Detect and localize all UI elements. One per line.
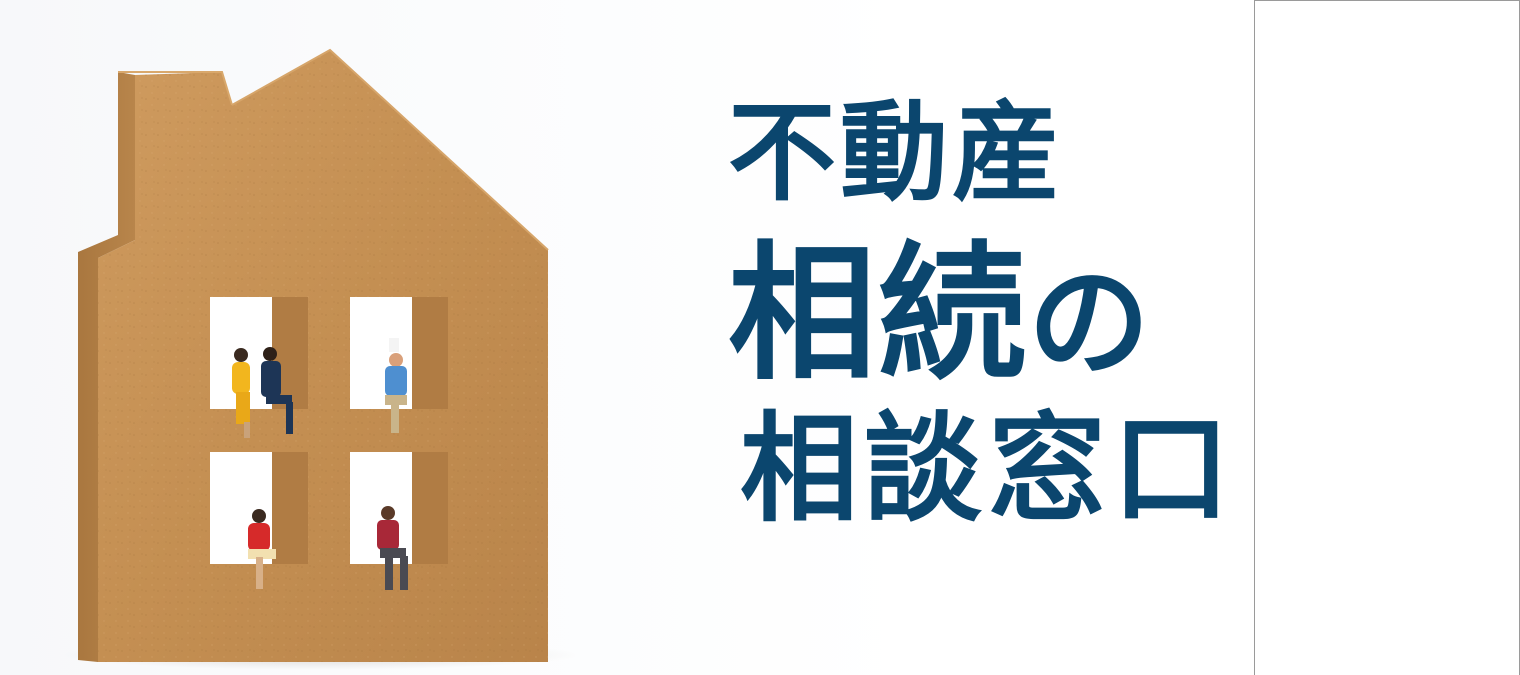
figure-man-suit: [261, 347, 293, 434]
headline-line-2-main: 相続: [728, 228, 1028, 400]
headline-line-2: 相続の: [728, 240, 1236, 410]
frame-top-edge: [1254, 0, 1520, 1]
figure-woman-yellow: [232, 348, 250, 438]
house-side: [78, 72, 135, 662]
window-bottom-right: [350, 452, 448, 564]
figure-man-red: [377, 506, 408, 590]
headline: 不動産 相続の 相談窓口: [728, 91, 1237, 538]
headline-line-1: 不動産: [728, 91, 1065, 216]
figure-man-blue: [385, 338, 407, 433]
window-top-left: [210, 297, 308, 409]
frame-divider: [1254, 0, 1255, 675]
photo-area: [60, 48, 580, 670]
wooden-house-image: [78, 48, 549, 662]
headline-line-2-particle: の: [1028, 252, 1152, 394]
figure-woman-red: [248, 509, 276, 589]
headline-line-3: 相談窓口: [740, 400, 1237, 538]
